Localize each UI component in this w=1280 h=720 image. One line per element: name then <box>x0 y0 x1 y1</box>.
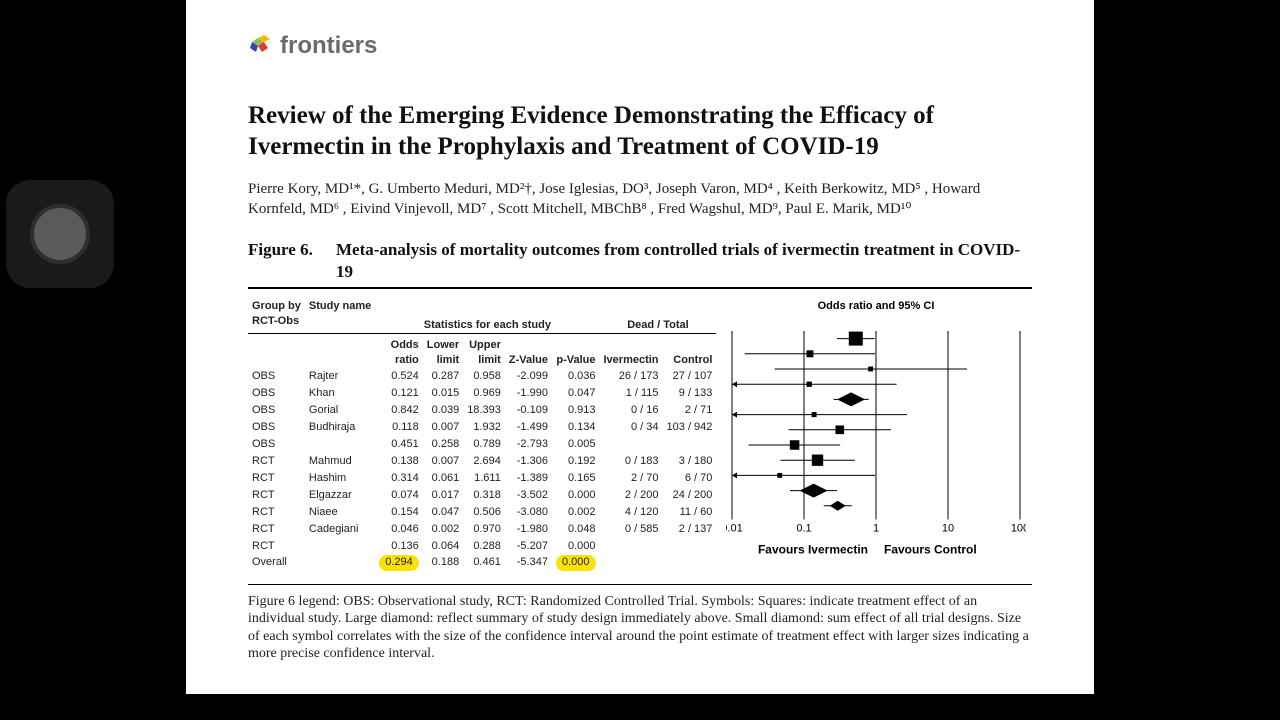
table-row: RCTMahmud0.1380.0072.694-1.3060.1920 / 1… <box>248 453 716 470</box>
table-row: RCTCadegiani0.0460.0020.970-1.9800.0480 … <box>248 521 716 538</box>
table-row: RCTNiaee0.1540.0470.506-3.0800.0024 / 12… <box>248 504 716 521</box>
meta-analysis-table: Group byRCT-ObsStudy nameStatistics for … <box>248 299 1032 571</box>
table-row: RCTHashim0.3140.0611.611-1.3890.1652 / 7… <box>248 470 716 487</box>
journal-name: frontiers <box>280 32 377 60</box>
svg-text:0.1: 0.1 <box>797 523 812 535</box>
figure-label: Figure 6. <box>248 239 336 283</box>
table-row: RCTElgazzar0.0740.0170.318-3.5020.0002 /… <box>248 487 716 504</box>
figure-legend: Figure 6 legend: OBS: Observational stud… <box>248 584 1032 663</box>
table-row: OBSBudhiraja0.1180.0071.932-1.4990.1340 … <box>248 419 716 436</box>
paper-title: Review of the Emerging Evidence Demonstr… <box>248 100 1032 163</box>
frontiers-logo-icon <box>248 34 272 58</box>
svg-text:Favours Control: Favours Control <box>884 543 977 557</box>
table-row: OBSGorial0.8420.03918.393-0.1090.9130 / … <box>248 402 716 419</box>
figure-caption-text: Meta-analysis of mortality outcomes from… <box>336 239 1032 283</box>
svg-text:Favours Ivermectin: Favours Ivermectin <box>758 543 868 557</box>
table-row: OBS0.4510.2580.789-2.7930.005 <box>248 436 716 453</box>
table-row: RCT0.1360.0640.288-5.2070.000 <box>248 538 716 555</box>
assistive-touch-icon <box>30 204 90 264</box>
statistics-table: Group byRCT-ObsStudy nameStatistics for … <box>248 299 716 571</box>
svg-text:0.01: 0.01 <box>726 523 743 535</box>
forest-plot: Odds ratio and 95% CI 0.01 0.1 1 10 100 Favour… <box>726 299 1026 571</box>
svg-text:1: 1 <box>873 523 879 535</box>
journal-logo: frontiers <box>248 32 1032 60</box>
paper-page: frontiers Review of the Emerging Evidenc… <box>186 0 1094 694</box>
figure-caption: Figure 6. Meta-analysis of mortality out… <box>248 239 1032 289</box>
table-row: OBSRajter0.5240.2870.958-2.0990.03626 / … <box>248 368 716 385</box>
svg-text:100: 100 <box>1011 523 1026 535</box>
table-row: OBSKhan0.1210.0150.969-1.9900.0471 / 115… <box>248 385 716 402</box>
svg-text:10: 10 <box>942 523 954 535</box>
svg-text:Odds ratio and 95% CI: Odds ratio and 95% CI <box>818 300 935 312</box>
assistive-touch-button[interactable] <box>6 180 114 288</box>
table-row: Overall0.2940.1880.461-5.3470.000 <box>248 555 716 572</box>
author-list: Pierre Kory, MD¹*, G. Umberto Meduri, MD… <box>248 179 1032 220</box>
